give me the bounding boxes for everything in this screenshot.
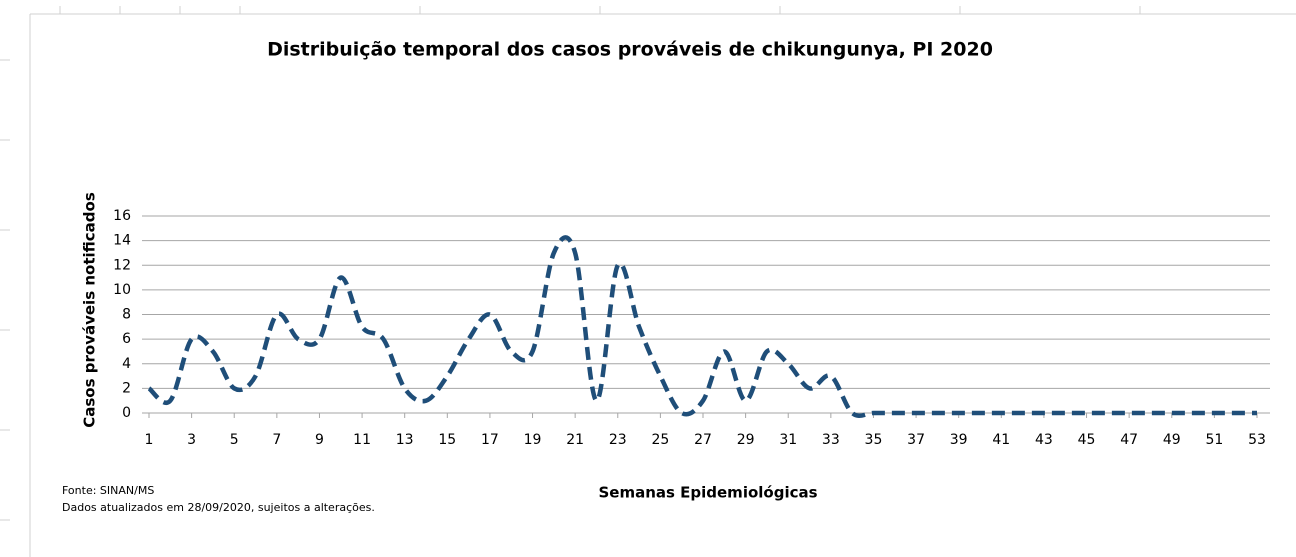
y-tick-label: 2	[122, 380, 131, 396]
y-axis-label: Casos prováveis notificados	[81, 192, 99, 428]
x-tick-label: 45	[1078, 432, 1096, 448]
x-tick-label: 5	[230, 432, 239, 448]
data-line	[147, 235, 1257, 418]
y-tick-label: 6	[122, 331, 131, 347]
y-tick-label: 0	[122, 405, 131, 421]
chart-title: Distribuição temporal dos casos provávei…	[267, 39, 993, 61]
y-tick-label: 4	[122, 356, 131, 372]
y-tick-label: 10	[113, 282, 131, 298]
x-tick-label: 1	[145, 432, 154, 448]
y-tick-label: 14	[113, 233, 131, 249]
x-tick-label: 27	[694, 432, 712, 448]
x-tick-label: 23	[609, 432, 627, 448]
y-tick-label: 16	[113, 208, 131, 224]
x-tick-label: 9	[315, 432, 324, 448]
source-note: Fonte: SINAN/MS	[62, 484, 154, 497]
x-tick-label: 11	[353, 432, 371, 448]
y-tick-label: 12	[113, 257, 131, 273]
x-tick-label: 7	[272, 432, 281, 448]
x-tick-label: 33	[822, 432, 840, 448]
x-tick-label: 35	[865, 432, 883, 448]
x-tick-label: 21	[566, 432, 584, 448]
x-tick-label: 41	[992, 432, 1010, 448]
x-tick-label: 17	[481, 432, 499, 448]
sheet-frame	[0, 6, 1296, 557]
x-tick-label: 29	[737, 432, 755, 448]
y-tick-label: 8	[122, 307, 131, 323]
x-tick-label: 37	[907, 432, 925, 448]
x-tick-label: 49	[1163, 432, 1181, 448]
x-tick-label: 39	[950, 432, 968, 448]
update-note: Dados atualizados em 28/09/2020, sujeito…	[62, 501, 375, 514]
x-tick-label: 43	[1035, 432, 1053, 448]
x-tick-label: 15	[438, 432, 456, 448]
x-tick-label: 51	[1205, 432, 1223, 448]
x-tick-label: 47	[1120, 432, 1138, 448]
x-tick-label: 31	[779, 432, 797, 448]
x-axis-label: Semanas Epidemiológicas	[598, 484, 817, 502]
x-tick-label: 53	[1248, 432, 1266, 448]
x-tick-label: 3	[187, 432, 196, 448]
x-tick-label: 19	[524, 432, 542, 448]
x-tick-label: 25	[651, 432, 669, 448]
x-tick-label: 13	[396, 432, 414, 448]
